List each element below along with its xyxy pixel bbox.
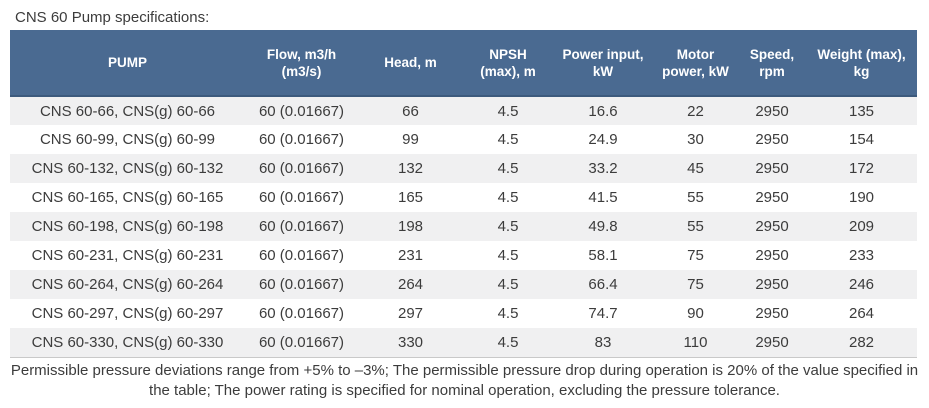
- pump-name-cell: CNS 60-198, CNS(g) 60-198: [31, 218, 224, 235]
- value-cell: 135: [848, 102, 875, 120]
- pump-name-cell: CNS 60-99, CNS(g) 60-99: [39, 131, 216, 148]
- value-cell: 60 (0.01667): [258, 102, 345, 120]
- value-cell: 233: [848, 247, 875, 264]
- value-cell: 297: [397, 305, 424, 322]
- column-header-2: Head, m: [358, 30, 463, 97]
- value-cell: 154: [848, 131, 875, 148]
- value-cell: 22: [687, 102, 704, 120]
- value-cell: 132: [397, 160, 424, 177]
- value-cell: 2950: [738, 328, 806, 358]
- pump-name-cell: CNS 60-264, CNS(g) 60-264: [31, 276, 224, 293]
- table-row: CNS 60-66, CNS(g) 60-66 60 (0.01667) 66 4.5…: [10, 96, 917, 125]
- pump-name-cell: CNS 60-66, CNS(g) 60-66: [39, 102, 216, 120]
- value-cell: 90: [687, 305, 704, 322]
- value-cell: 74.7: [588, 305, 618, 322]
- pump-name-cell: CNS 60-297, CNS(g) 60-297: [31, 305, 224, 322]
- value-cell: 4.5: [497, 305, 519, 322]
- value-cell: 264: [848, 305, 875, 322]
- column-header-4: Power input, kW: [553, 30, 653, 97]
- table-row: CNS 60-99, CNS(g) 60-99 60 (0.01667) 99 4.5…: [10, 125, 917, 154]
- value-cell: 75: [687, 247, 704, 264]
- table-row: CNS 60-231, CNS(g) 60-231 60 (0.01667) 231…: [10, 241, 917, 270]
- value-cell: 2950: [755, 305, 789, 322]
- column-header-1: Flow, m3/h (m3/s): [245, 30, 358, 97]
- column-header-6: Speed, rpm: [738, 30, 806, 97]
- value-cell: 172: [848, 160, 875, 177]
- pump-name-cell: CNS 60-132, CNS(g) 60-132: [31, 160, 224, 177]
- value-cell: 60 (0.01667): [258, 160, 345, 177]
- pump-name-cell: CNS 60-330, CNS(g) 60-330: [10, 328, 245, 358]
- value-cell: 99: [402, 131, 419, 148]
- value-cell: 60 (0.01667): [258, 276, 345, 293]
- value-cell: 4.5: [497, 218, 519, 235]
- value-cell: 246: [848, 276, 875, 293]
- value-cell: 190: [848, 189, 875, 206]
- value-cell: 83: [553, 328, 653, 358]
- value-cell: 2950: [755, 218, 789, 235]
- value-cell: 16.6: [588, 102, 618, 120]
- value-cell: 49.8: [588, 218, 618, 235]
- value-cell: 60 (0.01667): [258, 305, 345, 322]
- value-cell: 75: [687, 276, 704, 293]
- value-cell: 66.4: [588, 276, 618, 293]
- value-cell: 30: [687, 131, 704, 148]
- table-row: CNS 60-198, CNS(g) 60-198 60 (0.01667) 198…: [10, 212, 917, 241]
- value-cell: 4.5: [497, 160, 519, 177]
- value-cell: 4.5: [497, 102, 519, 120]
- value-cell: 110: [653, 328, 738, 358]
- value-cell: 60 (0.01667): [258, 247, 345, 264]
- table-row: CNS 60-264, CNS(g) 60-264 60 (0.01667) 264…: [10, 270, 917, 299]
- value-cell: 4.5: [497, 189, 519, 206]
- column-header-0: PUMP: [10, 30, 245, 97]
- table-row: CNS 60-165, CNS(g) 60-165 60 (0.01667) 165…: [10, 183, 917, 212]
- value-cell: 58.1: [588, 247, 618, 264]
- table-row: CNS 60-330, CNS(g) 60-330 60 (0.01667) 330…: [10, 328, 917, 358]
- value-cell: 2950: [755, 102, 789, 120]
- value-cell: 330: [358, 328, 463, 358]
- value-cell: 4.5: [463, 328, 553, 358]
- value-cell: 198: [397, 218, 424, 235]
- value-cell: 4.5: [497, 276, 519, 293]
- value-cell: 66: [402, 102, 419, 120]
- value-cell: 4.5: [497, 247, 519, 264]
- value-cell: 231: [397, 247, 424, 264]
- value-cell: 60 (0.01667): [258, 131, 345, 148]
- column-header-7: Weight (max), kg: [806, 30, 917, 97]
- value-cell: 282: [806, 328, 917, 358]
- pump-spec-table: PUMP Flow, m3/h (m3/s) Head, m NPSH (max), …: [10, 30, 917, 358]
- value-cell: 2950: [755, 276, 789, 293]
- pump-name-cell: CNS 60-231, CNS(g) 60-231: [31, 247, 224, 264]
- page-title: CNS 60 Pump specifications:: [15, 9, 210, 26]
- table-row: CNS 60-132, CNS(g) 60-132 60 (0.01667) 132…: [10, 154, 917, 183]
- value-cell: 55: [687, 218, 704, 235]
- column-header-3: NPSH (max), m: [463, 30, 553, 97]
- table-header-row: PUMP Flow, m3/h (m3/s) Head, m NPSH (max), …: [10, 30, 917, 97]
- table-body: CNS 60-66, CNS(g) 60-66 60 (0.01667) 66 4.5…: [10, 96, 917, 358]
- value-cell: 41.5: [588, 189, 618, 206]
- pump-name-cell: CNS 60-165, CNS(g) 60-165: [31, 189, 224, 206]
- table-row: CNS 60-297, CNS(g) 60-297 60 (0.01667) 297…: [10, 299, 917, 328]
- value-cell: 165: [397, 189, 424, 206]
- value-cell: 60 (0.01667): [258, 189, 345, 206]
- value-cell: 45: [687, 160, 704, 177]
- value-cell: 60 (0.01667): [245, 328, 358, 358]
- value-cell: 55: [687, 189, 704, 206]
- value-cell: 209: [848, 218, 875, 235]
- value-cell: 2950: [755, 189, 789, 206]
- value-cell: 264: [397, 276, 424, 293]
- value-cell: 2950: [755, 160, 789, 177]
- table-footnote: Permissible pressure deviations range fr…: [10, 361, 919, 399]
- column-header-5: Motor power, kW: [653, 30, 738, 97]
- value-cell: 60 (0.01667): [258, 218, 345, 235]
- value-cell: 33.2: [588, 160, 618, 177]
- value-cell: 2950: [755, 247, 789, 264]
- value-cell: 24.9: [588, 131, 618, 148]
- value-cell: 2950: [755, 131, 789, 148]
- table-header: PUMP Flow, m3/h (m3/s) Head, m NPSH (max), …: [10, 30, 917, 97]
- value-cell: 4.5: [497, 131, 519, 148]
